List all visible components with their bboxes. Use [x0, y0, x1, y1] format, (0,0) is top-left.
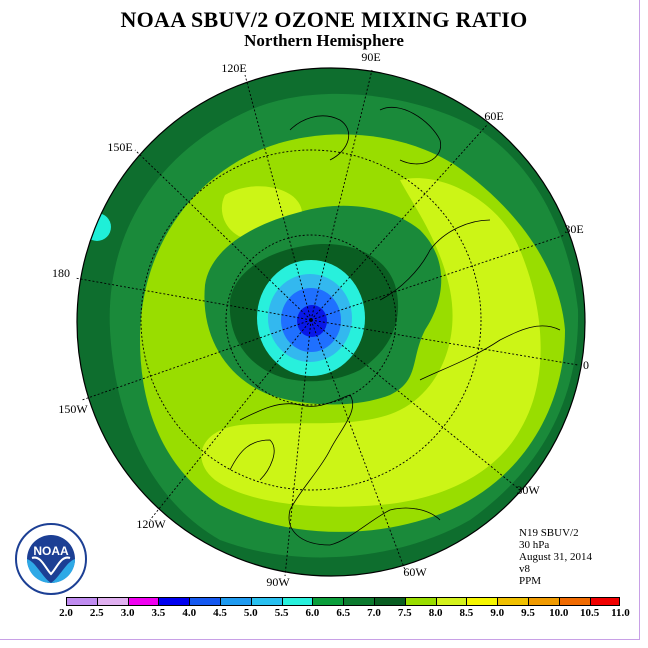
info-pressure: 30 hPa — [519, 539, 550, 551]
colorbar-tick-label: 2.5 — [89, 607, 104, 619]
lon-label-150e: 150E — [107, 140, 132, 154]
colorbar-cell — [558, 597, 590, 606]
colorbar-tick-label: 8.5 — [459, 607, 474, 619]
colorbar-cell — [435, 597, 467, 606]
colorbar-tick-label: 5.0 — [243, 607, 258, 619]
colorbar-tick-label: 6.5 — [336, 607, 351, 619]
colorbar-tick-label: 4.5 — [213, 607, 227, 619]
colorbar-cell — [189, 597, 220, 606]
lon-label-90w: 90W — [266, 575, 290, 589]
lon-label-180: 180 — [52, 266, 70, 280]
colorbar-cell — [497, 597, 528, 606]
ozone-field — [77, 68, 585, 576]
colorbar-tick-label: 6.0 — [305, 607, 320, 619]
colorbar-tick-label: 10.5 — [579, 607, 600, 619]
longitude-labels: 90E 60E 30E 0 30W 60W 90W 120W 150W 180 150E 120E — [52, 50, 589, 589]
coastlines — [229, 107, 561, 546]
lon-label-150w: 150W — [58, 402, 88, 416]
colorbar-tick-label: 10.0 — [549, 607, 569, 619]
colorbar-tick-label: 3.0 — [120, 607, 135, 619]
colorbar-tick-label: 8.0 — [428, 607, 443, 619]
figure-frame — [0, 0, 640, 640]
colorbar-cell — [527, 597, 559, 606]
lon-label-120e: 120E — [221, 61, 246, 75]
map-subtitle: Northern Hemisphere — [244, 31, 404, 50]
logo-text: NOAA — [33, 544, 69, 558]
colorbar-tick-label: 5.5 — [274, 607, 289, 619]
graticule — [74, 69, 579, 577]
info-version: v8 — [519, 563, 530, 575]
colorbar-cell — [466, 597, 498, 606]
colorbar-cell — [158, 597, 190, 606]
colorbar-cell — [312, 597, 344, 606]
colorbar-cell — [404, 597, 436, 606]
colorbar-cell — [589, 597, 621, 606]
colorbar-cell — [250, 597, 282, 606]
colorbar-tick-label: 3.5 — [151, 607, 166, 619]
colorbar-tick-label: 11.0 — [611, 607, 630, 619]
colorbar-cell — [343, 597, 374, 606]
colorbar-tick-label: 4.0 — [182, 607, 197, 619]
colorbar-cell — [127, 597, 159, 606]
colorbar-cell — [281, 597, 313, 606]
colorbar-cell — [96, 597, 128, 606]
dataset-info: N19 SBUV/2 30 hPa August 31, 2014 v8 PPM — [519, 527, 592, 587]
colorbar-tick-label: 2.0 — [59, 607, 73, 619]
cyan-patch-west — [83, 213, 111, 241]
colorbar-cell — [373, 597, 405, 606]
noaa-logo: NOAA — [14, 522, 88, 601]
lon-label-0: 0 — [583, 358, 589, 372]
lon-label-120w: 120W — [136, 517, 166, 531]
map-title: NOAA SBUV/2 OZONE MIXING RATIO — [120, 7, 528, 32]
colorbar-tick-label: 9.5 — [521, 607, 535, 619]
map-boundary — [76, 67, 586, 577]
colorbar-labels: 2.0 2.5 3.0 3.5 4.0 4.5 5.0 5.5 6.0 6.5 7.0 7.5 8.0 8… — [0, 607, 648, 623]
colorbar-tick-label: 9.0 — [490, 607, 505, 619]
info-units: PPM — [519, 575, 542, 587]
lon-label-30e: 30E — [564, 222, 583, 236]
lon-label-90e: 90E — [361, 50, 380, 64]
colorbar-cell — [66, 597, 97, 606]
info-date: August 31, 2014 — [519, 551, 593, 563]
lon-label-60e: 60E — [484, 109, 503, 123]
colorbar-cell — [219, 597, 251, 606]
colorbar-tick-label: 7.0 — [367, 607, 381, 619]
colorbar — [66, 597, 621, 606]
colorbar-tick-label: 7.5 — [397, 607, 412, 619]
info-satellite: N19 SBUV/2 — [519, 527, 579, 539]
lon-label-30w: 30W — [516, 483, 540, 497]
zone-pale — [201, 178, 541, 507]
lon-label-60w: 60W — [403, 565, 427, 579]
